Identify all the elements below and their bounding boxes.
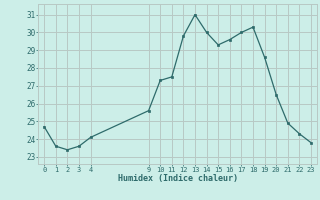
X-axis label: Humidex (Indice chaleur): Humidex (Indice chaleur) xyxy=(118,174,238,183)
